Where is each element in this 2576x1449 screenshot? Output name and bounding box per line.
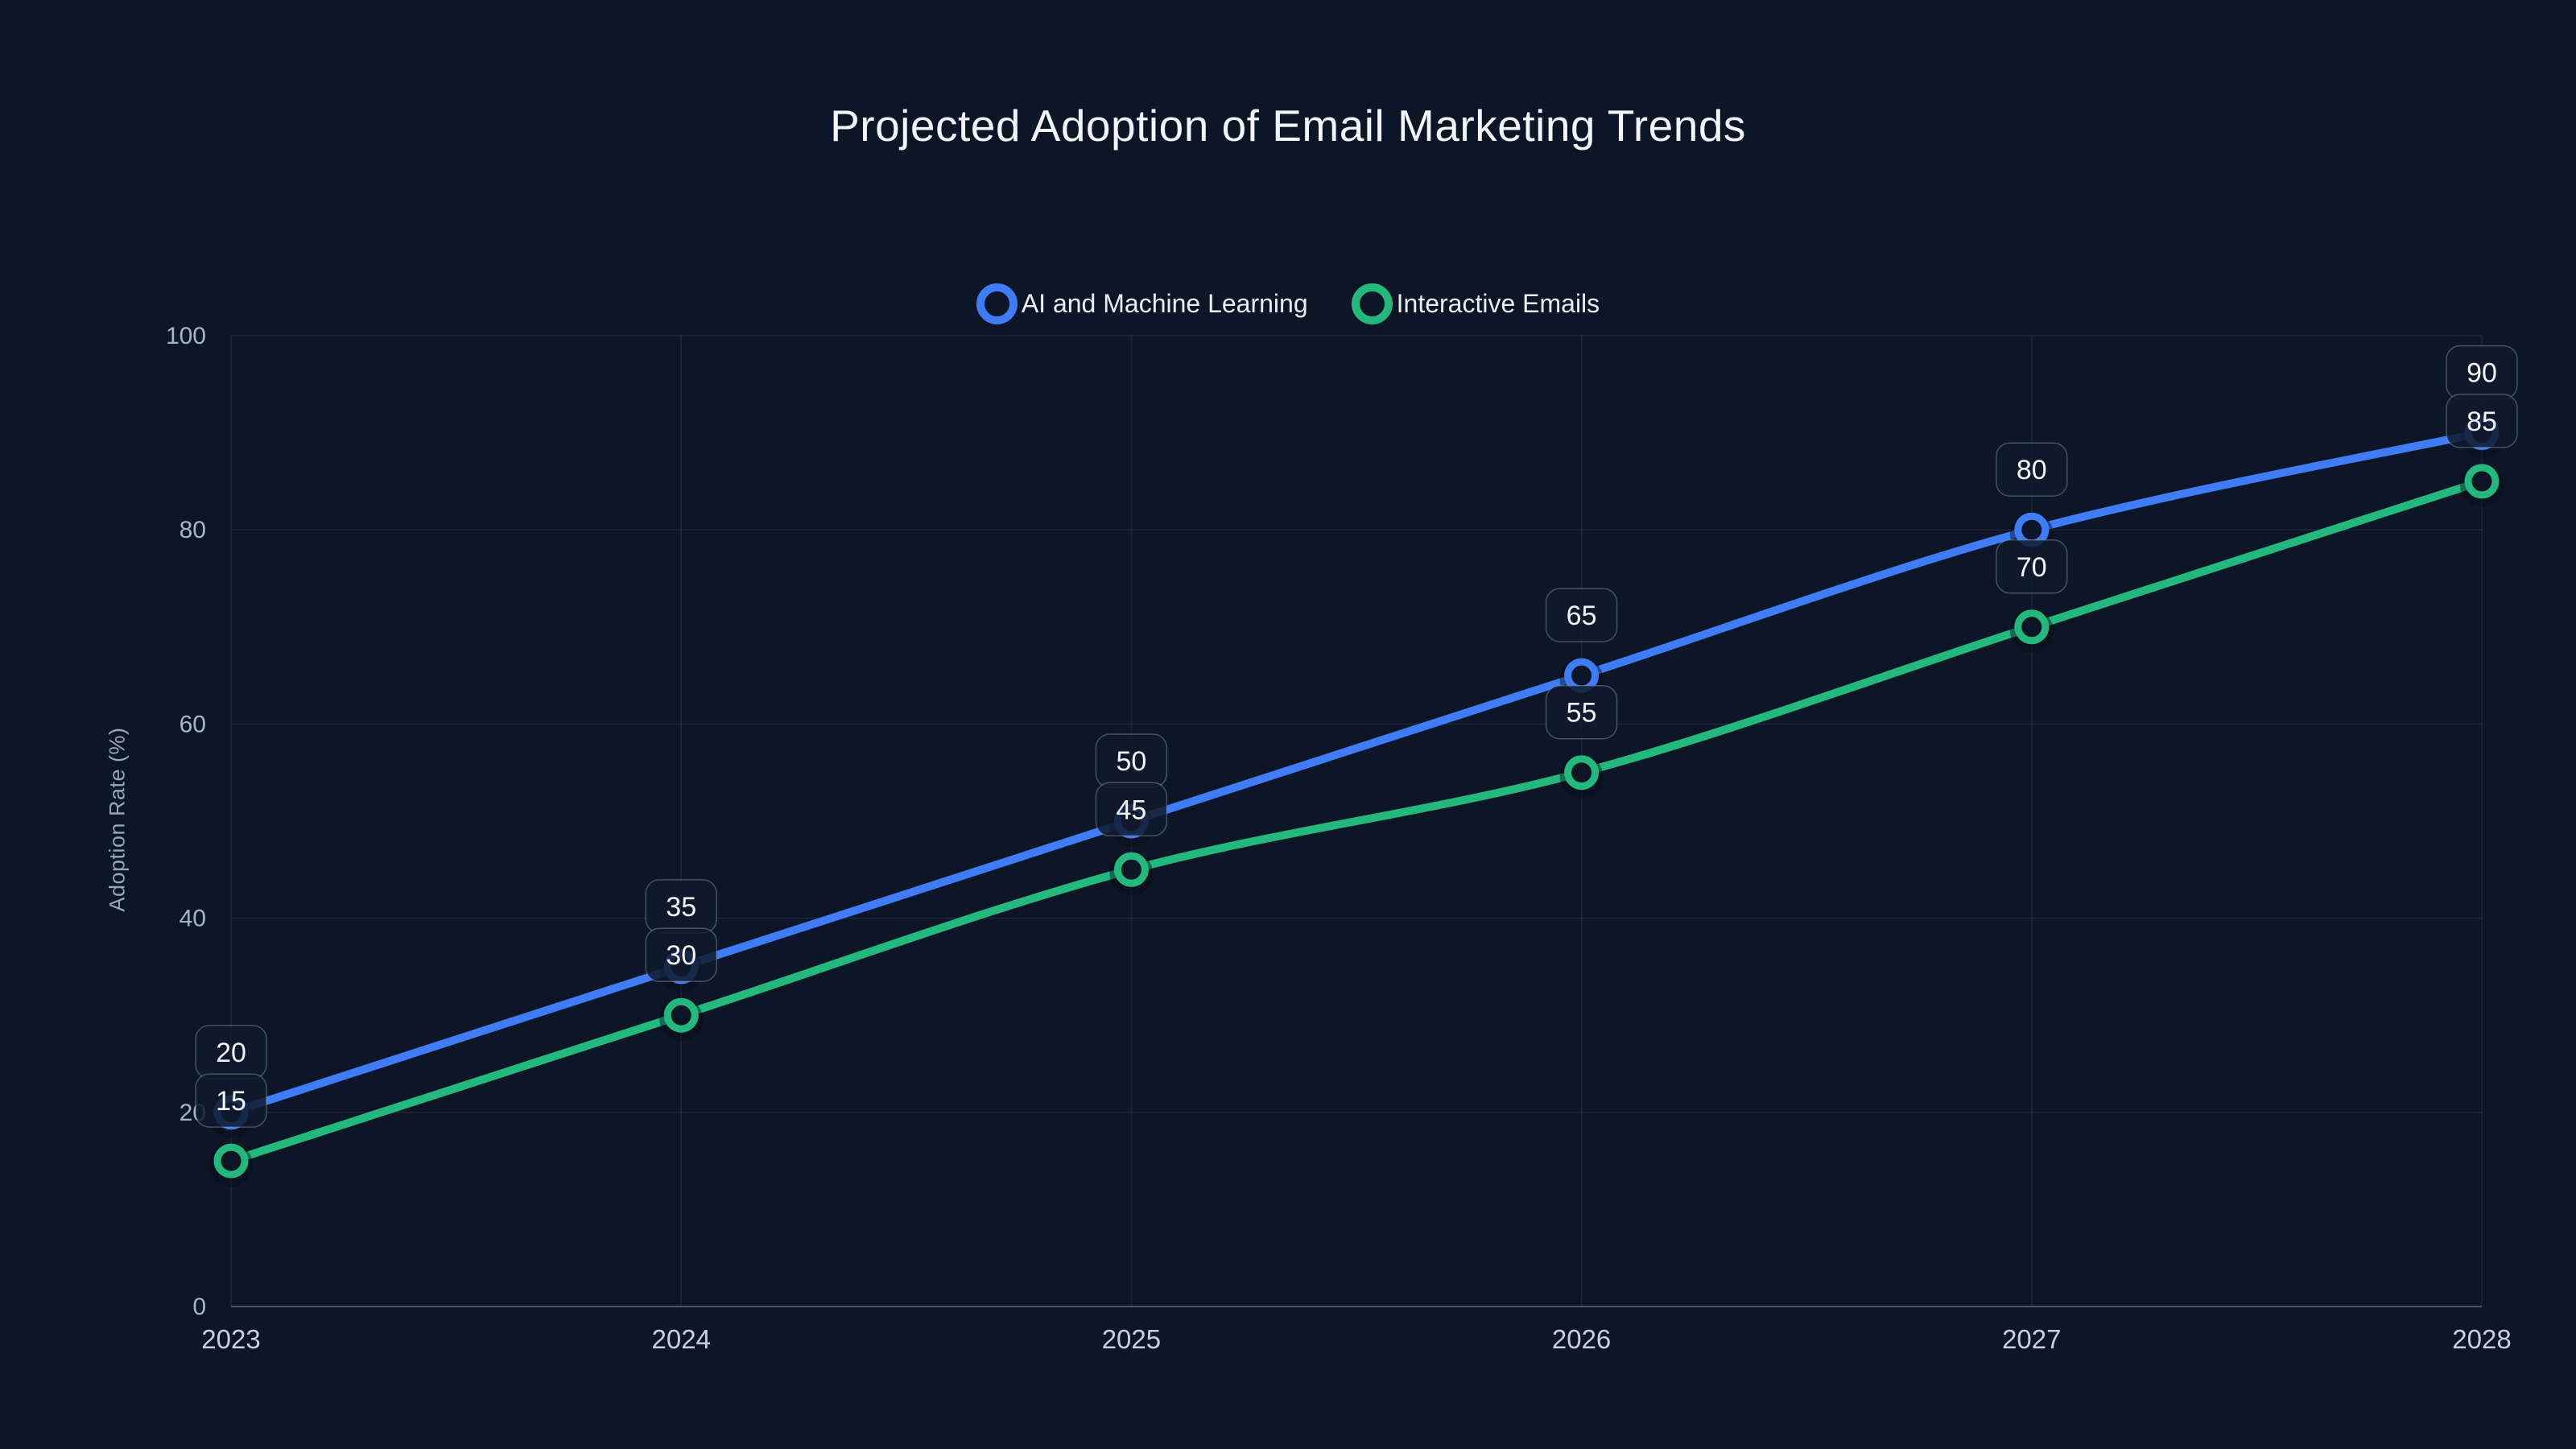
legend: AI and Machine Learning Interactive Emai… xyxy=(0,283,2576,324)
data-point-label: 65 xyxy=(1567,601,1597,631)
data-point-label-box xyxy=(2446,394,2518,448)
series-line-interactive-emails xyxy=(227,477,2486,1166)
data-point-marker-interactive-emails[interactable] xyxy=(1113,852,1149,887)
data-point-label: 30 xyxy=(666,940,696,971)
legend-marker-ring-icon xyxy=(976,283,1018,324)
data-point-label-box xyxy=(1545,588,1618,642)
data-point-marker-interactive-emails[interactable] xyxy=(2014,609,2050,645)
data-point-label: 15 xyxy=(216,1086,246,1117)
x-axis-tick-label: 2023 xyxy=(201,1324,260,1354)
y-axis-tick-label: 60 xyxy=(180,711,206,737)
data-point-label-box xyxy=(1095,782,1168,837)
legend-item-ai-and-machine-learning[interactable]: AI and Machine Learning xyxy=(976,283,1308,324)
x-axis-tick-label: 2025 xyxy=(1102,1324,1161,1354)
legend-label: AI and Machine Learning xyxy=(1021,289,1308,318)
data-point-label: 45 xyxy=(1116,795,1146,825)
data-point-label-box xyxy=(1996,442,2068,497)
data-point-marker-interactive-emails[interactable] xyxy=(1564,755,1600,791)
legend-item-interactive-emails[interactable]: Interactive Emails xyxy=(1351,283,1600,324)
x-axis-tick-label: 2027 xyxy=(2002,1324,2061,1354)
x-axis-tick-label: 2028 xyxy=(2452,1324,2511,1354)
data-point-label-box xyxy=(1545,684,1618,740)
x-axis-tick-label: 2024 xyxy=(651,1324,710,1354)
series-line-ai-and-machine-learning xyxy=(227,428,2486,1117)
data-point-label: 50 xyxy=(1116,746,1146,777)
data-point-label: 90 xyxy=(2467,358,2497,389)
legend-label: Interactive Emails xyxy=(1396,289,1600,318)
y-axis-tick-label: 100 xyxy=(166,323,206,349)
data-point-label: 85 xyxy=(2467,407,2497,437)
y-axis-tick-label: 40 xyxy=(180,906,206,932)
data-point-label-box xyxy=(645,927,717,982)
data-point-label: 70 xyxy=(2017,552,2047,583)
data-point-label-box xyxy=(1996,539,2068,594)
y-axis-tick-label: 0 xyxy=(192,1294,206,1320)
legend-marker-ring-icon xyxy=(1351,283,1393,324)
y-axis-tick-label: 80 xyxy=(180,517,206,543)
data-point-marker-interactive-emails[interactable] xyxy=(213,1143,249,1179)
data-point-label: 55 xyxy=(1567,698,1597,729)
data-point-marker-interactive-emails[interactable] xyxy=(663,997,699,1033)
data-point-label: 20 xyxy=(216,1038,246,1068)
chart-title: Projected Adoption of Email Marketing Tr… xyxy=(830,101,1746,151)
data-point-label: 80 xyxy=(2017,455,2047,485)
data-point-label: 35 xyxy=(666,892,696,923)
data-point-label-box xyxy=(195,1073,267,1128)
x-axis-tick-label: 2026 xyxy=(1552,1324,1611,1354)
data-point-marker-interactive-emails[interactable] xyxy=(2464,464,2500,499)
